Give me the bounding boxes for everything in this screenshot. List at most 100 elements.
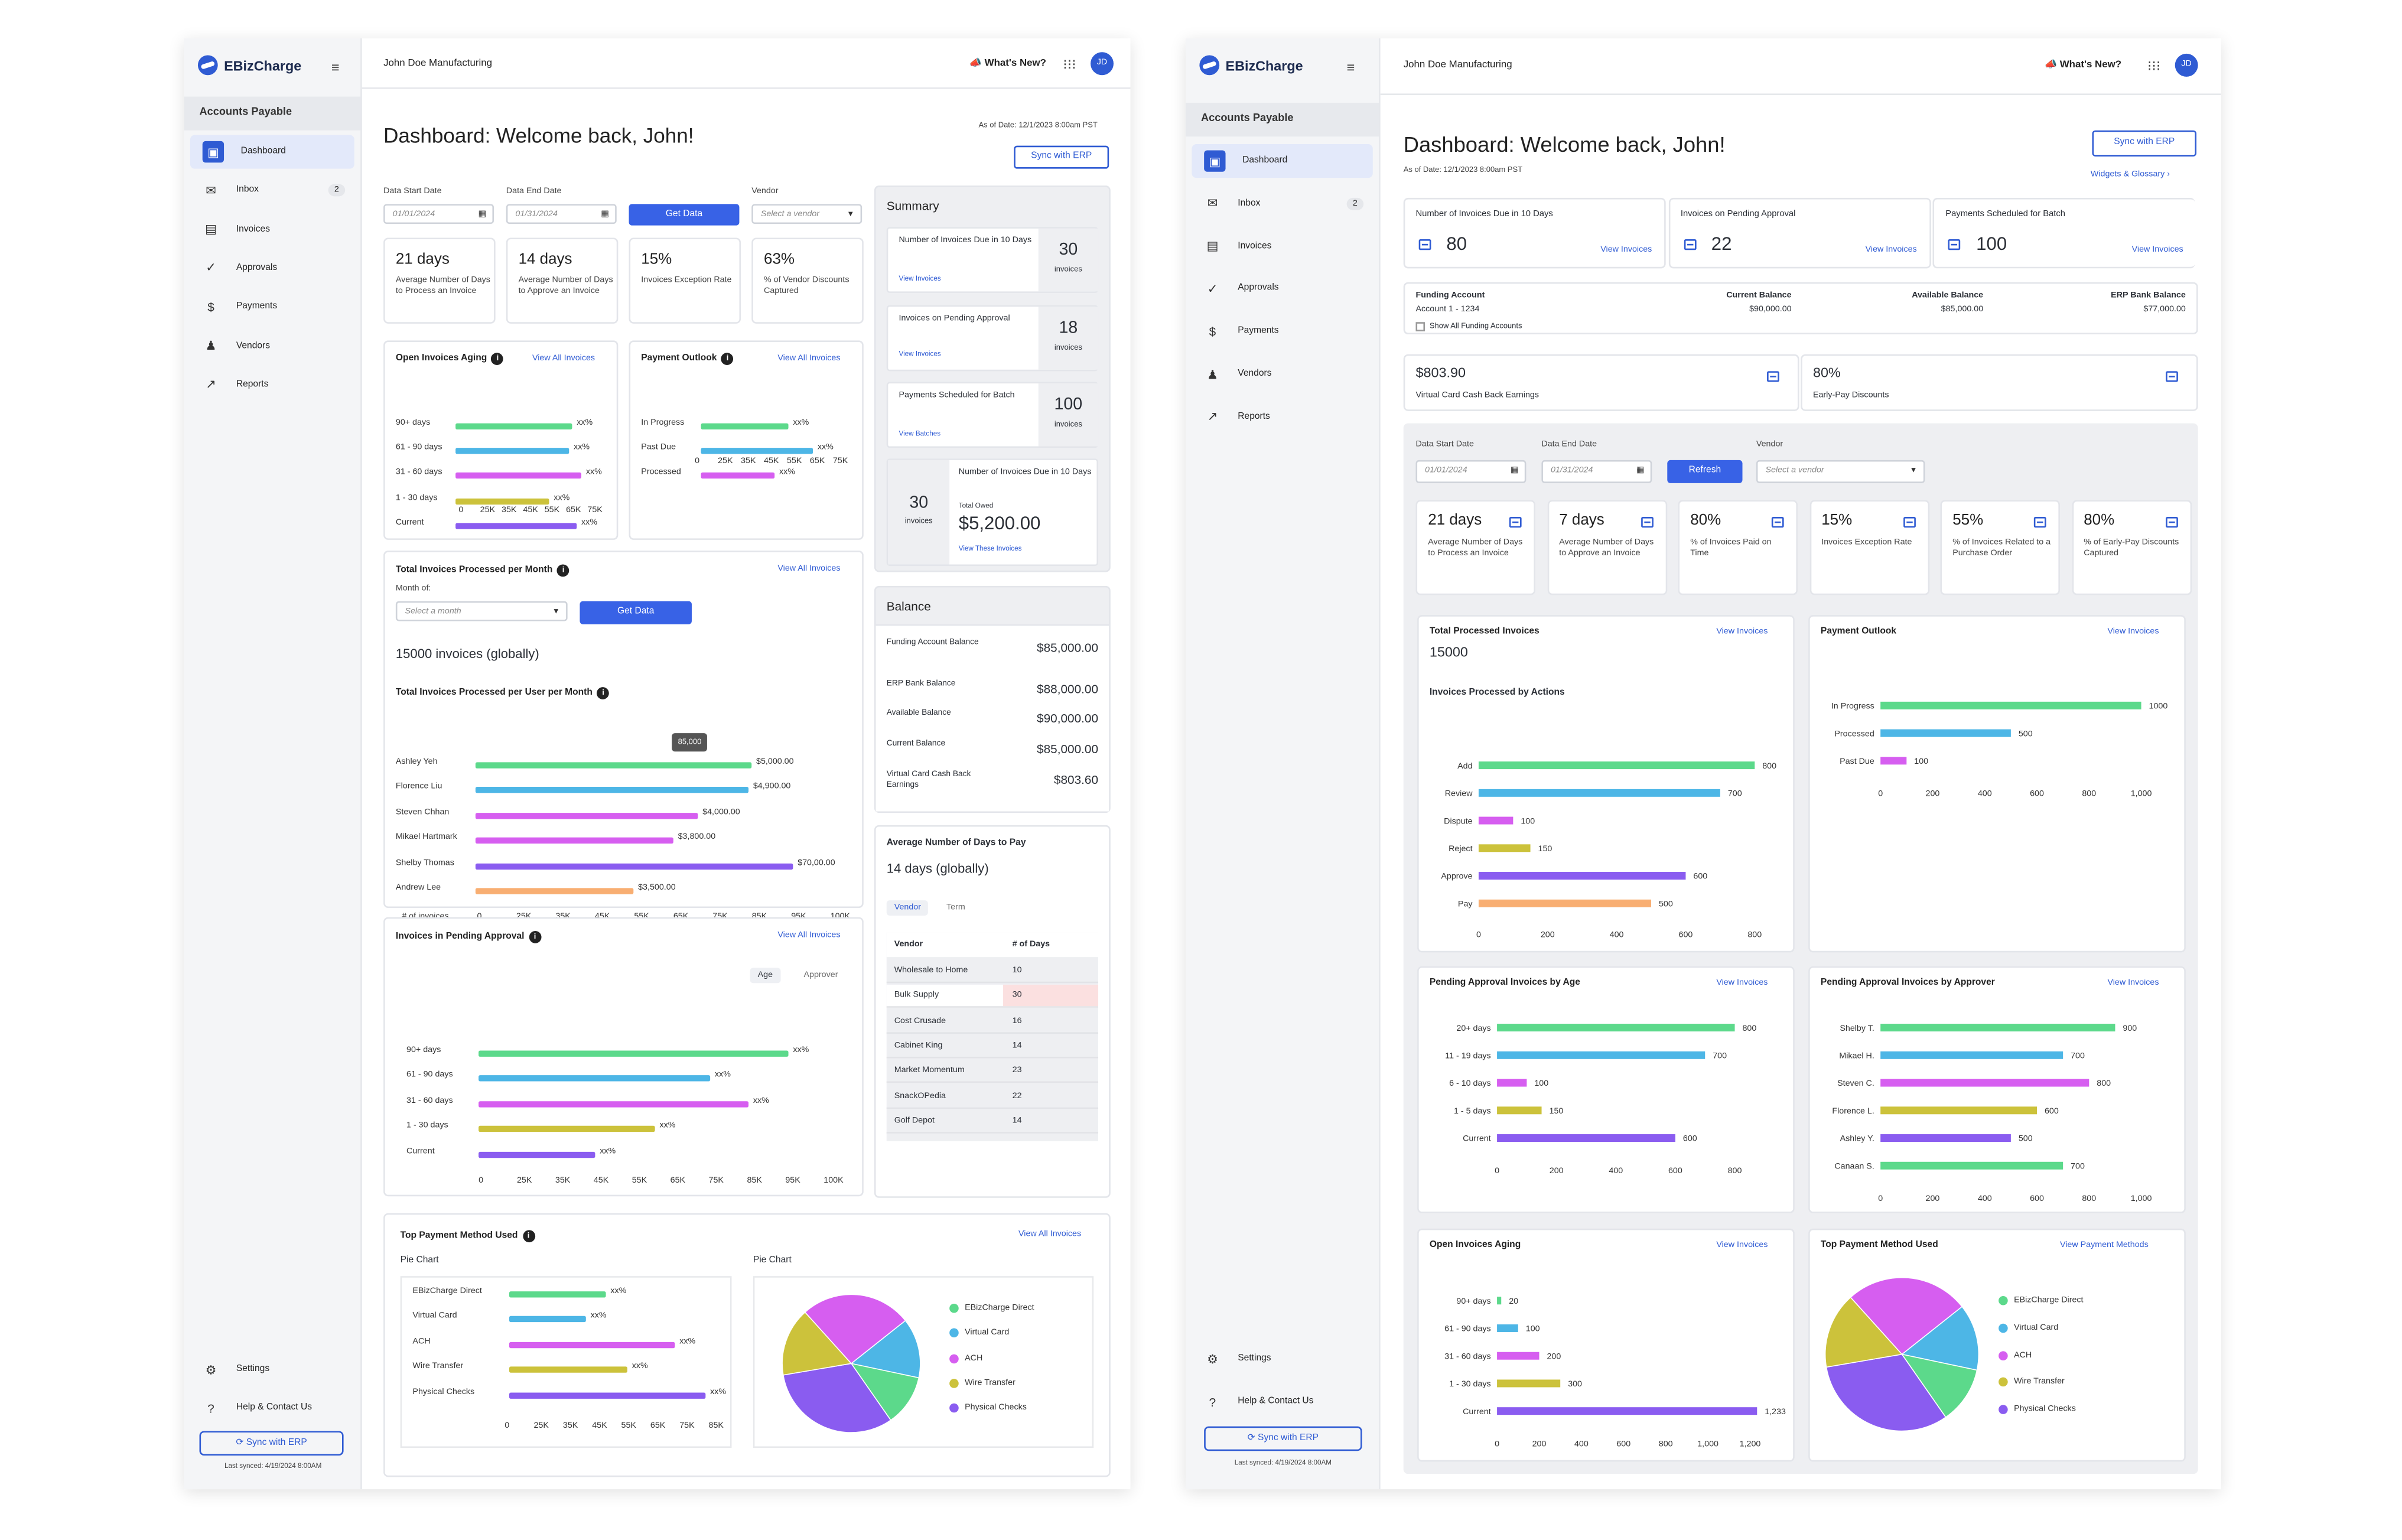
bar[interactable] [509, 1342, 675, 1348]
bar[interactable] [1497, 1106, 1542, 1115]
tab-term[interactable]: Term [946, 903, 965, 913]
bar[interactable] [455, 473, 582, 480]
sidebar-item-payments[interactable]: $ Payments [190, 290, 354, 324]
bar[interactable] [479, 1101, 749, 1108]
apps-grid-icon[interactable]: ⁝⁝⁝ [2147, 58, 2161, 74]
user-bar[interactable] [475, 838, 673, 844]
get-data-button[interactable]: Get Data [580, 601, 692, 624]
bar[interactable] [509, 1366, 627, 1373]
start-date-input[interactable]: 01/01/2024 ▦ [1415, 460, 1527, 483]
sidebar-item-vendors[interactable]: ♟ Vendors [1192, 357, 1372, 391]
collapse-menu-icon[interactable]: ≡ [1346, 60, 1355, 76]
sidebar-item-dashboard[interactable]: ▣ Dashboard [1192, 144, 1373, 178]
bar[interactable] [1880, 1079, 2089, 1087]
logo[interactable]: EBizCharge [1199, 55, 1303, 76]
view-all-invoices-link[interactable]: View All Invoices [777, 354, 841, 364]
bar[interactable] [1497, 1379, 1561, 1388]
view-these-invoices-link[interactable]: View These Invoices [958, 544, 1022, 552]
table-row[interactable]: Bulk Supply 30 [886, 985, 1099, 1008]
kpi-link[interactable]: View Invoices [1865, 245, 1917, 255]
table-row[interactable]: SnackOPedia 22 [886, 1085, 1099, 1108]
refresh-button[interactable]: Refresh [1667, 460, 1743, 483]
bar[interactable] [1880, 1161, 2063, 1170]
info-icon[interactable]: i [492, 353, 504, 365]
pie-slice-virtual-card[interactable] [850, 1363, 920, 1421]
sidebar-item-help[interactable]: ? Help & Contact Us [190, 1391, 354, 1425]
info-icon[interactable]: i [597, 687, 610, 699]
sync-erp-button[interactable]: ⟳ Sync with ERP [199, 1431, 344, 1456]
vendor-select[interactable]: Select a vendor ▼ [1756, 460, 1925, 483]
bar[interactable] [1880, 1024, 2115, 1032]
view-all-invoices-link[interactable]: View All Invoices [1018, 1230, 1082, 1239]
table-row[interactable]: Wholesale to Home 10 [886, 960, 1099, 984]
bar[interactable] [509, 1392, 706, 1398]
tab-age[interactable]: Age [750, 968, 781, 984]
summary-link[interactable]: View Invoices [899, 274, 941, 282]
sidebar-item-dashboard[interactable]: ▣ Dashboard [190, 135, 354, 169]
sidebar-item-vendors[interactable]: ♟ Vendors [190, 329, 354, 363]
pie-slice-ach[interactable] [1825, 1353, 1947, 1432]
sidebar-item-invoices[interactable]: ▤ Invoices [1192, 229, 1372, 263]
end-date-input[interactable]: 01/31/2024 ▦ [1541, 460, 1652, 483]
avatar[interactable]: JD [1091, 52, 1114, 76]
bar[interactable] [1478, 816, 1514, 825]
user-bar[interactable] [475, 862, 793, 870]
pie-slice-physical-checks[interactable] [1850, 1277, 1963, 1355]
pie-slice-ebizcharge-direct[interactable] [1900, 1305, 1980, 1371]
view-all-invoices-link[interactable]: View All Invoices [777, 564, 841, 574]
view-invoices-link[interactable]: View Invoices [1716, 627, 1768, 637]
bar[interactable] [479, 1076, 711, 1082]
table-row[interactable]: Cabinet King 14 [886, 1035, 1099, 1059]
sidebar-item-settings[interactable]: ⚙ Settings [1192, 1342, 1372, 1376]
sidebar-item-inbox[interactable]: ✉ Inbox 2 [1192, 187, 1372, 220]
show-all-funding-checkbox[interactable]: Show All Funding Accounts [1415, 322, 1522, 331]
bar[interactable] [455, 497, 549, 504]
bar[interactable] [1880, 1134, 2011, 1142]
bar[interactable] [1478, 789, 1720, 797]
info-icon[interactable]: i [557, 564, 569, 577]
bar[interactable] [509, 1316, 586, 1323]
bar[interactable] [479, 1151, 595, 1158]
table-row[interactable]: Market Momentum 23 [886, 1060, 1099, 1083]
sidebar-item-inbox[interactable]: ✉ Inbox 2 [190, 174, 354, 207]
kpi-link[interactable]: View Invoices [1600, 245, 1652, 255]
view-all-invoices-link[interactable]: View All Invoices [532, 354, 595, 364]
bar[interactable] [1497, 1051, 1706, 1059]
widgets-glossary-link[interactable]: Widgets & Glossary › [2091, 170, 2170, 180]
sidebar-item-payments[interactable]: $ Payments [1192, 315, 1372, 349]
bar[interactable] [1497, 1352, 1540, 1360]
sync-erp-button[interactable]: Sync with ERP [1014, 145, 1109, 169]
bar[interactable] [1478, 761, 1755, 770]
summary-link[interactable]: View Batches [899, 429, 941, 437]
sidebar-item-settings[interactable]: ⚙ Settings [190, 1353, 354, 1386]
bar[interactable] [1497, 1407, 1757, 1415]
bar[interactable] [1880, 729, 2011, 737]
view-invoices-link[interactable]: View Invoices [1716, 1241, 1768, 1251]
pie-slice-ebizcharge-direct[interactable] [850, 1320, 921, 1379]
info-icon[interactable]: i [721, 353, 734, 365]
bar[interactable] [509, 1291, 606, 1298]
sidebar-item-help[interactable]: ? Help & Contact Us [1192, 1385, 1372, 1419]
sync-erp-button[interactable]: Sync with ERP [2092, 130, 2197, 157]
bar[interactable] [1478, 899, 1652, 907]
bar[interactable] [1478, 872, 1686, 880]
bar[interactable] [455, 423, 572, 429]
pie-slice-wire-transfer[interactable] [782, 1311, 852, 1376]
sidebar-item-approvals[interactable]: ✓ Approvals [1192, 272, 1372, 306]
view-invoices-link[interactable]: View Invoices [2107, 627, 2159, 637]
info-icon[interactable]: i [529, 931, 542, 943]
user-bar[interactable] [475, 888, 634, 894]
view-invoices-link[interactable]: View Invoices [2107, 978, 2159, 988]
bar[interactable] [1478, 844, 1531, 852]
logo[interactable]: EBizCharge [197, 55, 301, 76]
bar[interactable] [1880, 1106, 2038, 1115]
user-bar[interactable] [475, 762, 752, 769]
table-row[interactable]: Golf Depot 14 [886, 1110, 1099, 1134]
end-date-input[interactable]: 01/31/2024 ▦ [506, 204, 617, 224]
pie-slice-ach[interactable] [782, 1363, 891, 1433]
sidebar-item-reports[interactable]: ↗ Reports [190, 368, 354, 402]
summary-link[interactable]: View Invoices [899, 349, 941, 357]
tab-vendor[interactable]: Vendor [886, 900, 929, 916]
avatar[interactable]: JD [2175, 53, 2198, 77]
sync-erp-button[interactable]: ⟳ Sync with ERP [1204, 1426, 1362, 1451]
